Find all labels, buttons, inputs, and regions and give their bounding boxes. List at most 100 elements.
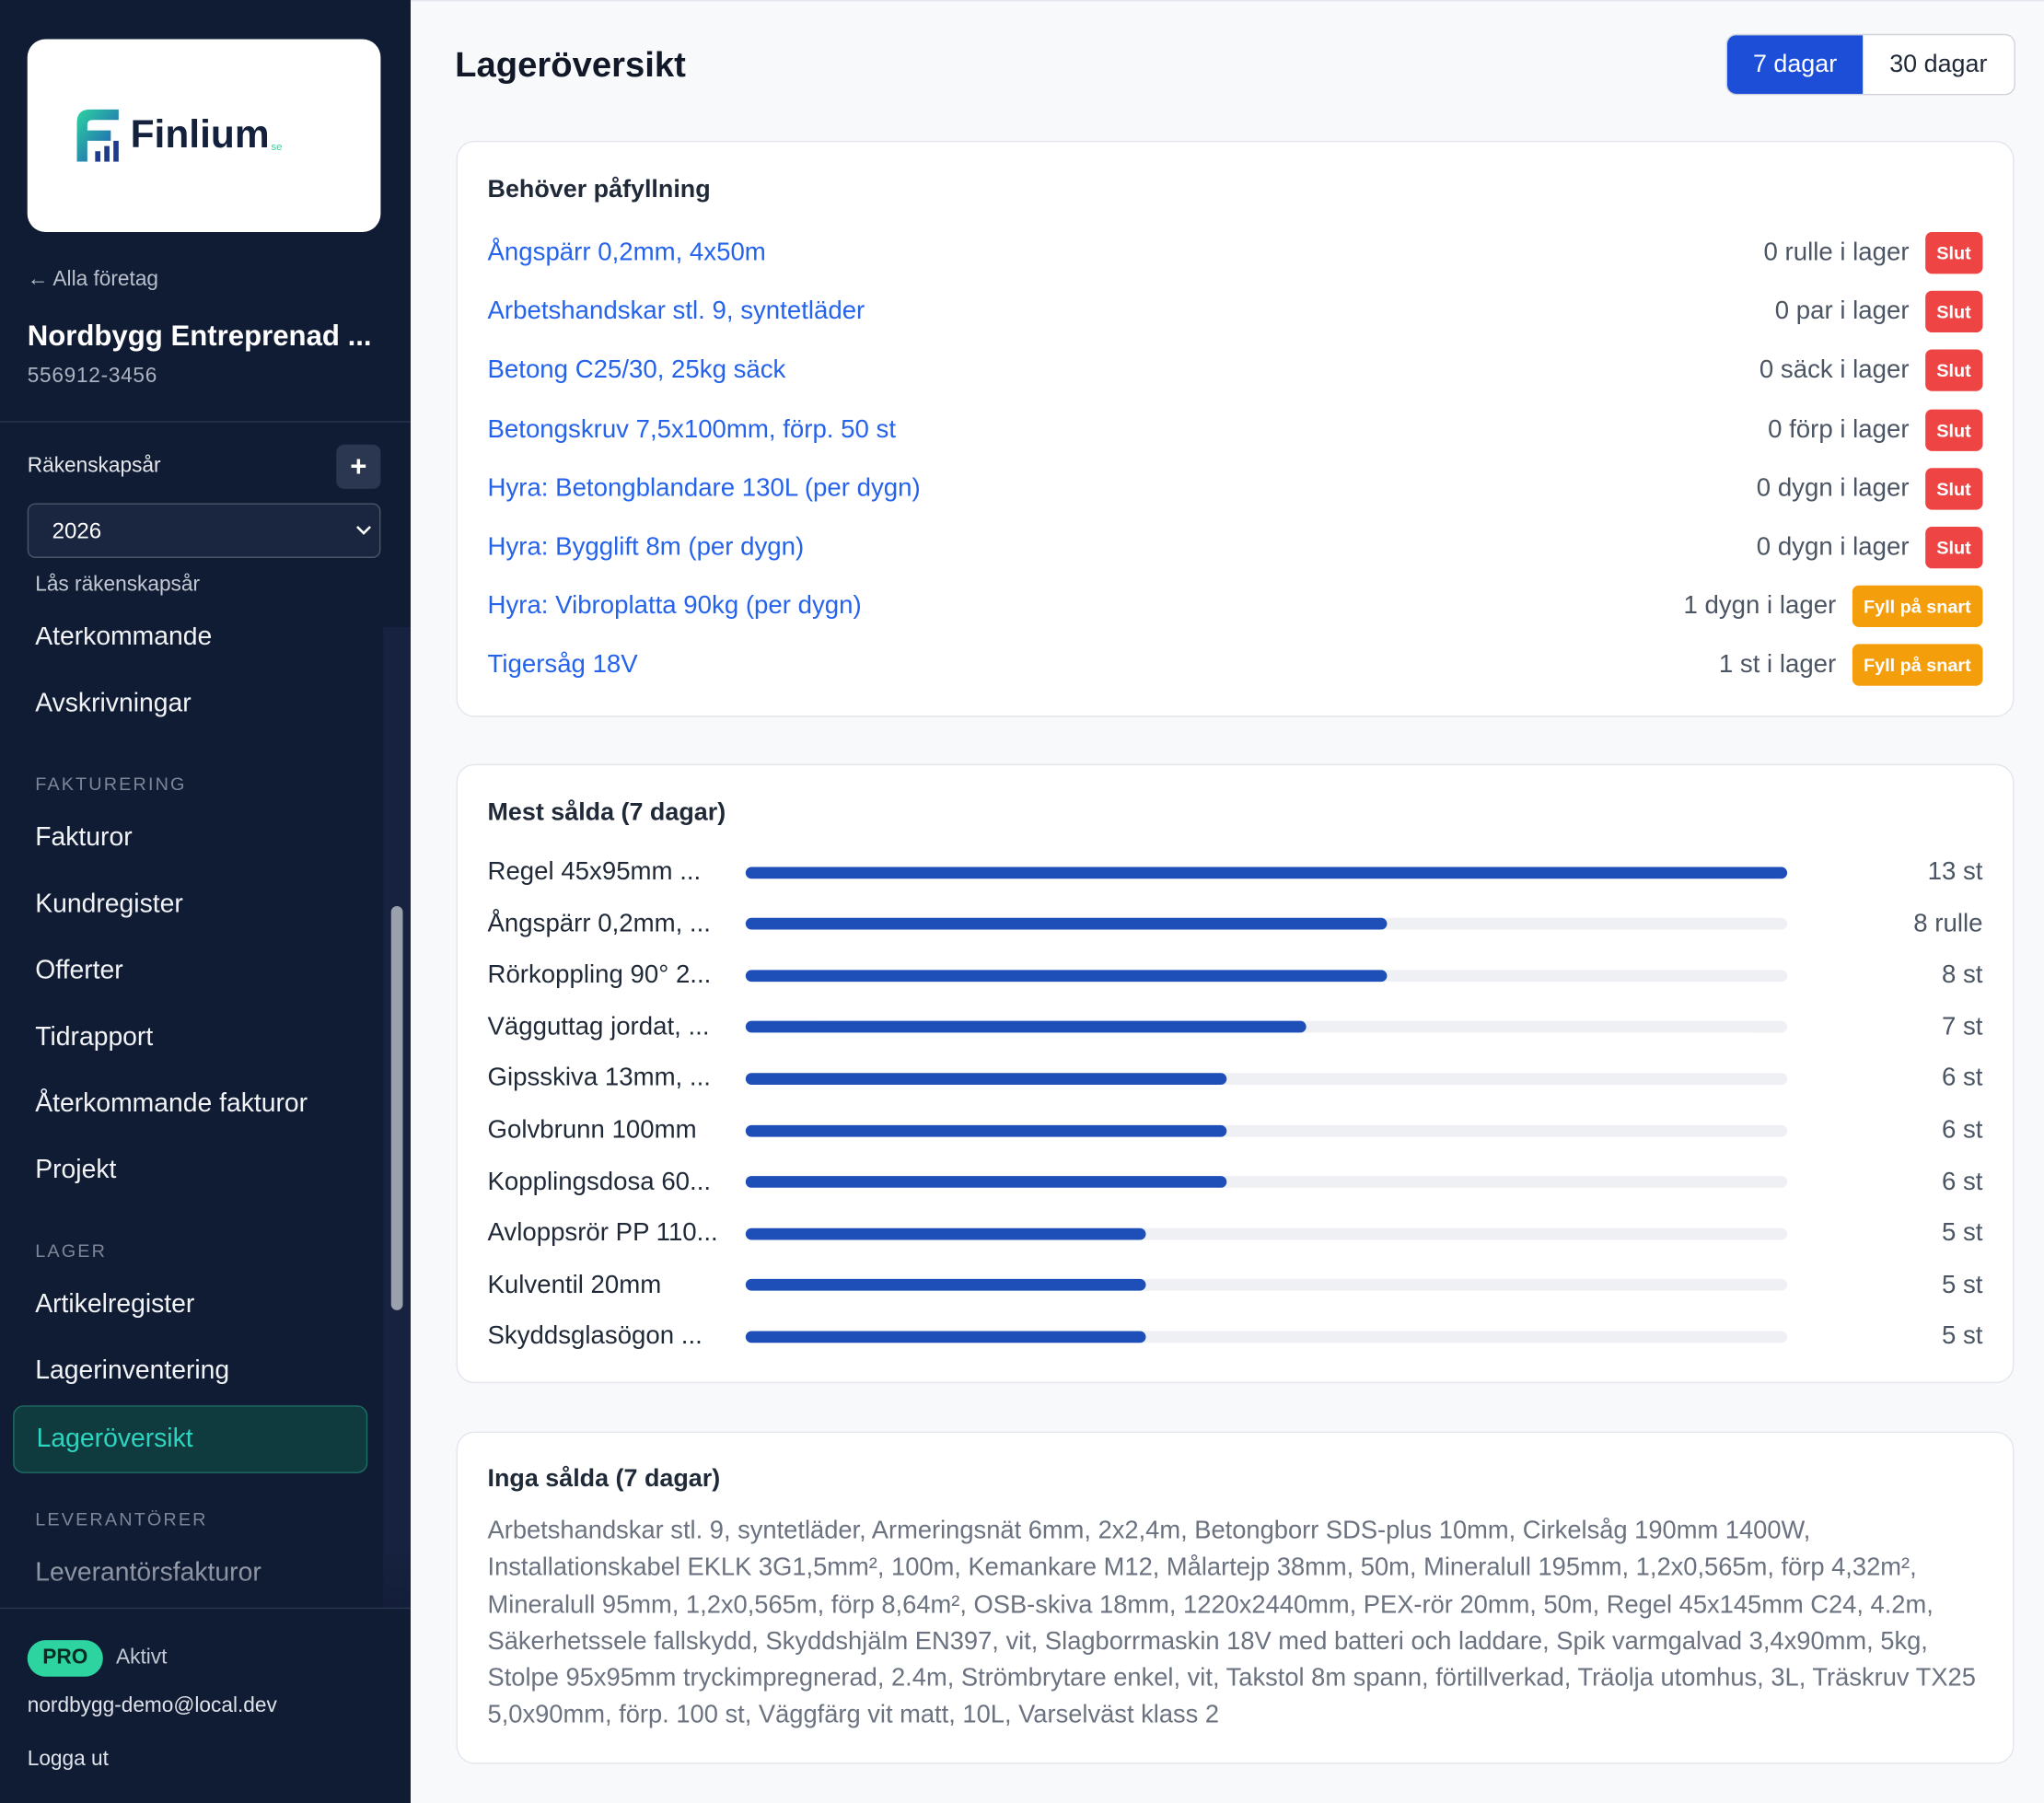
status-badge: Slut (1924, 349, 1983, 392)
nav-heading: LEVERANTÖRER (35, 1508, 208, 1530)
top-border (410, 0, 2044, 2)
status-badge: Slut (1924, 408, 1983, 451)
item-name: Golvbrunn 100mm (487, 1115, 697, 1145)
plan-status: Aktivt (116, 1646, 168, 1669)
value-label: 6 st (1941, 1064, 1983, 1093)
logo-card[interactable]: Finlium se (27, 39, 381, 233)
item-link[interactable]: Arbetshandskar stl. 9, syntetläder (487, 297, 865, 326)
item-name: Kopplingsdosa 60... (487, 1167, 712, 1196)
bar (745, 1227, 1146, 1240)
chevron (356, 526, 371, 535)
stock-text: 1 st i lager (1718, 650, 1837, 680)
item-name: Regel 45x95mm ... (487, 856, 702, 887)
plan-badge: PRO (27, 1640, 103, 1677)
card-title: Behöver påfyllning (487, 176, 711, 204)
page-title: Lageröversikt (455, 44, 686, 85)
period-button[interactable]: 30 dagar (1889, 50, 1988, 78)
stock-text: 0 dygn i lager (1756, 473, 1910, 503)
year-select[interactable]: 2026 (27, 503, 381, 558)
period-toggle: 7 dagar 30 dagar (1725, 33, 2015, 96)
restock-card: Behöver påfyllning Ångspärr 0,2mm, 4x50m… (456, 140, 2015, 717)
nav-item[interactable]: Artikelregister (35, 1289, 195, 1320)
period-button[interactable]: 7 dagar (1726, 35, 1864, 94)
lock-year[interactable]: Lås räkenskapsår (35, 573, 201, 597)
stock-text: 0 förp i lager (1768, 414, 1910, 444)
stock-text: 1 dygn i lager (1683, 591, 1837, 621)
stock-text: 0 rulle i lager (1763, 238, 1910, 267)
nav-item[interactable]: Tidrapport (35, 1022, 154, 1052)
item-link[interactable]: Hyra: Vibroplatta 90kg (per dygn) (487, 591, 862, 621)
fiscal-label: Räkenskapsår (27, 455, 161, 478)
bar (745, 1331, 1146, 1344)
item-name: Avloppsrör PP 110... (487, 1218, 718, 1248)
nav-item[interactable]: Kundregister (35, 890, 183, 919)
add-year-button[interactable]: + (336, 444, 381, 489)
stock-text: 0 dygn i lager (1756, 532, 1910, 562)
card-title: Mest sålda (7 dagar) (487, 798, 726, 827)
nav-item[interactable]: Återkommande (35, 627, 213, 652)
org-number: 556912-3456 (27, 365, 158, 388)
item-name: Ångspärr 0,2mm, ... (487, 908, 711, 938)
divider (0, 421, 411, 423)
company-name: Nordbygg Entreprenad ... (27, 319, 372, 353)
nav-item[interactable]: Offerter (35, 956, 123, 985)
nav-item[interactable]: Lagerinventering (35, 1356, 230, 1386)
bar (745, 1021, 1307, 1033)
unsold-card: Inga sålda (7 dagar) Arbetshandskar stl.… (456, 1431, 2015, 1764)
nav-item[interactable]: Lageröversikt (36, 1424, 193, 1453)
item-link[interactable]: Hyra: Bygglift 8m (per dygn) (487, 532, 805, 562)
nav-item[interactable]: Projekt (35, 1156, 117, 1185)
value-label: 8 rulle (1913, 908, 1983, 938)
status-badge: Slut (1924, 232, 1983, 274)
sidebar: Finlium se ← Alla företag Nordbygg Entre… (0, 0, 411, 1803)
nav-active-bg[interactable] (13, 1405, 368, 1473)
stock-text: 0 säck i lager (1759, 355, 1910, 385)
nav-heading: LAGER (35, 1239, 108, 1262)
item-name: Skyddsglasögon ... (487, 1321, 703, 1351)
item-link[interactable]: Ångspärr 0,2mm, 4x50m (487, 238, 766, 267)
bar (745, 1073, 1226, 1085)
item-link[interactable]: Betongskruv 7,5x100mm, förp. 50 st (487, 414, 897, 444)
item-link[interactable]: Hyra: Betongblandare 130L (per dygn) (487, 473, 921, 503)
item-link[interactable]: Betong C25/30, 25kg säck (487, 355, 786, 385)
card-title: Inga sålda (7 dagar) (487, 1465, 721, 1494)
back-link[interactable]: ← Alla företag (27, 268, 159, 291)
status-badge: Slut (1924, 290, 1983, 333)
stock-text: 0 par i lager (1774, 297, 1910, 326)
unsold-list: Arbetshandskar stl. 9, syntetläder, Arme… (487, 1518, 1976, 1730)
brand: Finlium (130, 113, 270, 157)
back-text: Alla företag (52, 268, 159, 291)
value-label: 7 st (1941, 1012, 1983, 1041)
bar (745, 866, 1788, 878)
item-name: Rörkoppling 90° 2... (487, 960, 712, 990)
nav-item[interactable]: Avskrivningar (35, 689, 192, 718)
brand-suffix: se (271, 140, 283, 153)
item-name: Gipsskiva 13mm, ... (487, 1064, 711, 1093)
status-badge: Fyll på snart (1852, 585, 1983, 628)
divider (0, 1607, 411, 1610)
status-badge: Fyll på snart (1852, 644, 1983, 687)
value-label: 13 st (1927, 856, 1983, 887)
bar (745, 1176, 1226, 1188)
item-link[interactable]: Tigersåg 18V (487, 650, 638, 680)
nav-item[interactable]: Fakturor (35, 823, 133, 853)
value-label: 5 st (1941, 1218, 1983, 1248)
logo-icon (76, 109, 119, 162)
year-value: 2026 (52, 518, 102, 544)
email: nordbygg-demo@local.dev (27, 1694, 277, 1717)
bar (745, 917, 1387, 930)
value-label: 6 st (1941, 1115, 1983, 1145)
value-label: 5 st (1941, 1270, 1983, 1299)
value-label: 6 st (1941, 1167, 1983, 1196)
item-name: Kulventil 20mm (487, 1270, 662, 1299)
status-badge: Slut (1924, 526, 1983, 569)
logout[interactable]: Logga ut (27, 1748, 109, 1771)
bar (745, 969, 1387, 982)
bar (745, 1124, 1226, 1136)
top-sold-card: Mest sålda (7 dagar) Regel 45x95mm ... 13… (456, 763, 2015, 1384)
scroll-thumb[interactable] (390, 905, 403, 1310)
bar (745, 1279, 1146, 1292)
nav-item[interactable]: Återkommande fakturor (35, 1088, 308, 1119)
